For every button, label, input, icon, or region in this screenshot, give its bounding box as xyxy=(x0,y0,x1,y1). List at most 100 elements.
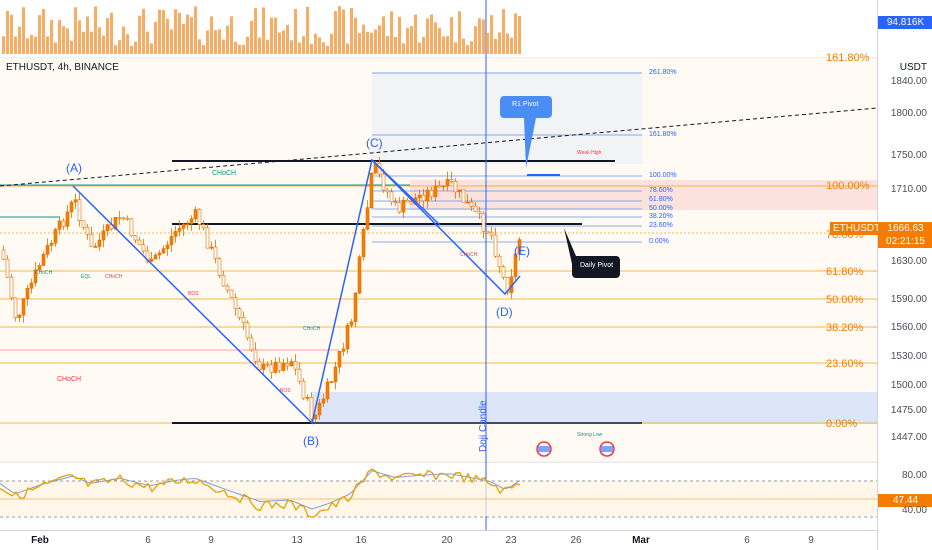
candle-body xyxy=(425,189,430,202)
r1-pivot-label: R1 Pivot xyxy=(512,101,539,108)
volume-bar xyxy=(330,33,333,54)
candle-body xyxy=(81,220,86,228)
bos-label: BOS xyxy=(188,291,199,297)
volume-bar xyxy=(514,13,517,55)
candle-body xyxy=(485,230,490,234)
candle-body xyxy=(441,185,446,188)
candle-body xyxy=(153,254,158,260)
volume-bar xyxy=(298,42,301,54)
candle-body xyxy=(77,199,82,221)
volume-bar xyxy=(354,17,357,55)
volume-bar xyxy=(442,36,445,54)
volume-bar xyxy=(66,28,69,54)
volume-bar xyxy=(78,20,81,54)
fib-right-label: 61.80% xyxy=(649,196,673,203)
volume-bar xyxy=(510,37,513,54)
chart-canvas[interactable] xyxy=(0,0,877,530)
candle-body xyxy=(133,235,138,241)
r1-pivot-callout xyxy=(500,96,552,168)
volume-bar xyxy=(406,27,409,54)
volume-bar xyxy=(346,43,349,54)
candle-body xyxy=(369,172,374,208)
candle-body xyxy=(37,265,42,271)
date-axis[interactable]: Feb 6 9 13 16 20 23 26 Mar 6 9 xyxy=(0,530,877,550)
fib-level-label: 50.00% xyxy=(826,294,864,306)
doji-candle-label: Doji Candle xyxy=(478,400,489,452)
volume-bar xyxy=(438,28,441,54)
volume-bar xyxy=(274,17,277,55)
volume-bar xyxy=(478,18,481,54)
volume-bar xyxy=(110,12,113,54)
price-tag-value: 1666.63 xyxy=(878,222,932,235)
volume-bar xyxy=(490,15,493,55)
volume-bar xyxy=(114,45,117,54)
candle-body xyxy=(73,199,78,203)
price-axis-label: 1475.00 xyxy=(890,405,927,416)
rsi-axis-label: 80.00 xyxy=(901,470,927,481)
candle-body xyxy=(21,298,26,316)
price-axis-label: 1840.00 xyxy=(890,76,927,87)
volume-bar xyxy=(22,7,25,55)
candle-body xyxy=(193,209,198,220)
candle-body xyxy=(293,361,298,370)
candle-body xyxy=(309,397,314,420)
candle-body xyxy=(269,364,274,373)
volume-bar xyxy=(194,6,197,55)
candle-body xyxy=(225,285,230,291)
volume-bar xyxy=(14,36,17,54)
candle-body xyxy=(161,248,166,254)
candle-body xyxy=(49,242,54,246)
volume-bar xyxy=(518,15,521,54)
candle-body xyxy=(385,189,390,193)
candle-body xyxy=(261,363,266,370)
price-axis[interactable]: 94.816K USDT 1840.00 1800.00 1750.00 171… xyxy=(830,0,932,550)
volume-bar xyxy=(138,15,141,54)
candle-body xyxy=(265,363,270,366)
volume-bar xyxy=(426,18,429,55)
volume-bar xyxy=(174,9,177,54)
fib-level-label: 61.80% xyxy=(826,266,864,278)
candle-body xyxy=(281,363,286,371)
volume-bar xyxy=(350,8,353,54)
volume-bar xyxy=(422,36,425,54)
rsi-axis-label: 40.00 xyxy=(901,505,927,516)
candle-body xyxy=(121,217,126,220)
candle-body xyxy=(209,246,214,249)
fib-right-label: 0.00% xyxy=(649,238,669,245)
candle-body xyxy=(381,173,386,191)
candle-body xyxy=(237,308,242,318)
candle-body xyxy=(341,348,346,352)
volume-bar xyxy=(226,25,229,54)
candle-body xyxy=(169,236,174,246)
candle-body xyxy=(253,349,258,362)
candle-body xyxy=(317,402,322,416)
fib-right-label: 78.60% xyxy=(649,187,673,194)
volume-bar xyxy=(210,16,213,54)
volume-bar xyxy=(46,36,49,54)
candle-body xyxy=(429,189,434,198)
date-label: 16 xyxy=(355,535,367,546)
price-tag-countdown: 02:21:15 xyxy=(878,235,932,248)
candle-body xyxy=(41,253,46,266)
candle-body xyxy=(349,321,354,326)
volume-bar xyxy=(250,20,253,54)
volume-bar xyxy=(482,19,485,54)
candle-body xyxy=(213,246,218,259)
volume-bar xyxy=(338,6,341,55)
candle-body xyxy=(329,381,334,383)
candle-body xyxy=(69,201,74,213)
candle-body xyxy=(473,205,478,212)
volume-bar xyxy=(494,38,497,54)
wave-label-e: (E) xyxy=(514,244,530,258)
fib-right-label: 50.00% xyxy=(649,205,673,212)
candle-body xyxy=(417,194,422,199)
volume-bar xyxy=(342,9,345,55)
volume-bar xyxy=(374,29,377,54)
candle-body xyxy=(185,223,190,226)
price-axis-label: 1630.00 xyxy=(890,256,927,267)
volume-bar xyxy=(398,16,401,54)
candle-body xyxy=(453,181,458,193)
candle-body xyxy=(305,397,310,399)
volume-bar xyxy=(378,25,381,54)
